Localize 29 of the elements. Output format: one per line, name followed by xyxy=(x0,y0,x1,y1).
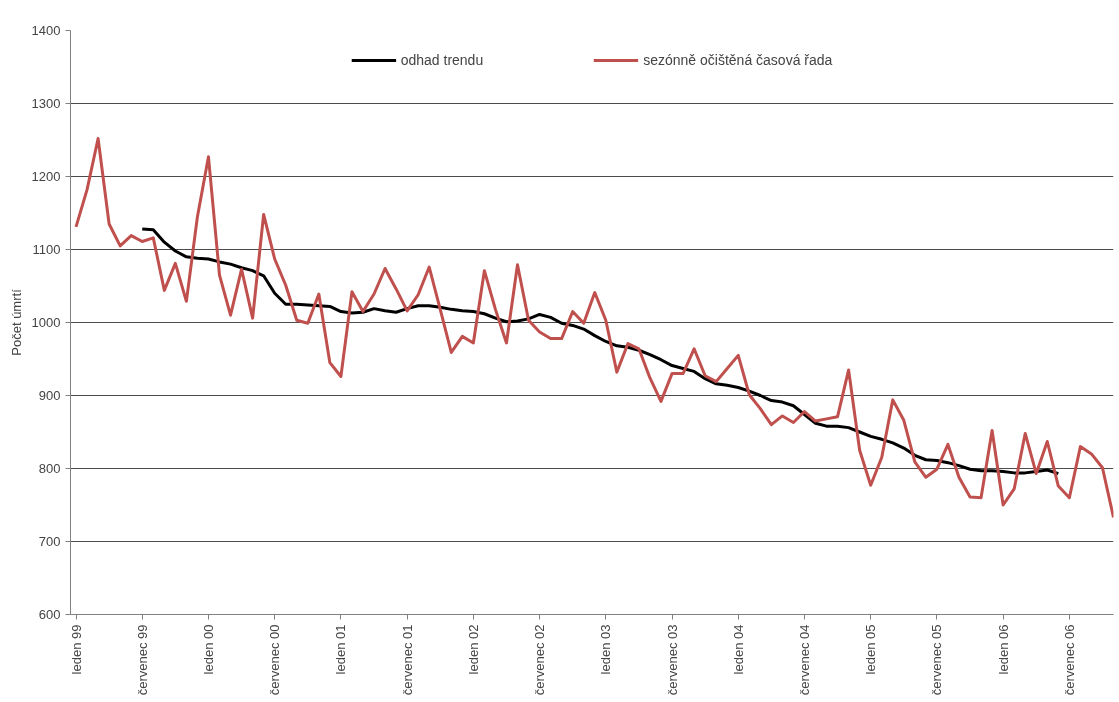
x-tick-label: červenec 00 xyxy=(267,624,283,696)
x-tick-label: leden 99 xyxy=(68,624,84,675)
y-tick-label: 1400 xyxy=(31,23,61,38)
x-tick-label: červenec 02 xyxy=(532,624,548,696)
legend-label: sezónně očištěná časová řada xyxy=(643,52,833,68)
line-series xyxy=(74,137,1114,519)
x-tick-label: červenec 05 xyxy=(929,624,945,696)
x-tick-label: leden 01 xyxy=(333,624,349,675)
x-tick-label: červenec 04 xyxy=(796,624,812,696)
y-tick-label: 1200 xyxy=(31,169,61,184)
x-tick-label: červenec 06 xyxy=(1061,624,1077,696)
x-tick-label: leden 00 xyxy=(200,624,216,675)
y-tick-label: 700 xyxy=(38,534,61,549)
x-tick-label: červenec 99 xyxy=(134,624,150,696)
y-tick-label: 600 xyxy=(38,607,61,622)
y-tick-label: 1300 xyxy=(31,96,61,111)
x-tick-label: leden 04 xyxy=(730,624,746,675)
x-tick-label: leden 05 xyxy=(863,624,879,675)
legend-label: odhad trendu xyxy=(400,52,484,68)
y-tick-label: 900 xyxy=(38,388,61,403)
x-tick-label: leden 06 xyxy=(995,624,1011,675)
x-tick-label: leden 03 xyxy=(598,624,614,675)
y-tick-label: 800 xyxy=(38,461,61,476)
x-tick-label: červenec 03 xyxy=(664,624,680,696)
y-tick-label: 1000 xyxy=(31,315,61,330)
y-axis-title: Počet úmrtí xyxy=(8,288,24,356)
x-tick-label: červenec 01 xyxy=(399,624,415,696)
x-tick-label: leden 02 xyxy=(465,624,481,675)
y-tick-label: 1100 xyxy=(32,242,61,257)
